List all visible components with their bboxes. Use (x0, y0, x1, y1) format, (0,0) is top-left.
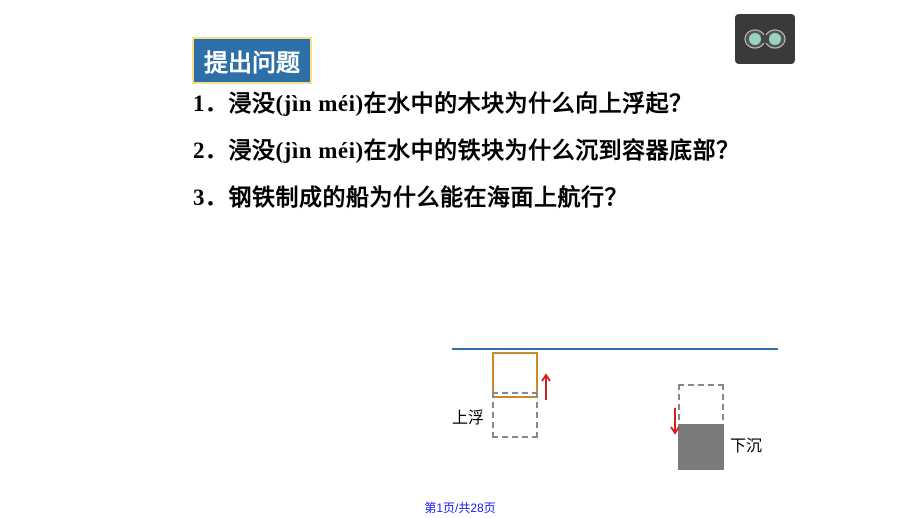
q3-text: 3．钢铁制成的船为什么能在海面上航行？ (193, 185, 628, 210)
question-1: 1．浸没(jìn méi)在水中的木块为什么向上浮起？ (170, 80, 770, 127)
water-surface-line (452, 348, 778, 350)
sink-label: 下沉 (730, 432, 762, 456)
q2-pinyin: (jìn méi) (276, 138, 364, 163)
float-label: 上浮 (452, 404, 484, 428)
float-box-initial (492, 392, 538, 438)
buoyancy-diagram: 上浮 下沉 (452, 332, 778, 492)
sink-box-final (678, 424, 724, 470)
q2-prefix: 2．浸没 (193, 138, 276, 163)
q2-suffix: 在水中的铁块为什么沉到容器底部？ (364, 138, 740, 163)
question-3: 3．钢铁制成的船为什么能在海面上航行？ (170, 174, 770, 221)
page-number: 第1页/共28页 (0, 499, 920, 516)
questions-block: 1．浸没(jìn méi)在水中的木块为什么向上浮起？ 2．浸没(jìn méi… (170, 80, 770, 221)
down-arrow-icon (670, 408, 680, 436)
section-title-badge: 提出问题 (192, 37, 312, 84)
q1-suffix: 在水中的木块为什么向上浮起？ (364, 91, 693, 116)
q1-pinyin: (jìn méi) (276, 91, 364, 116)
question-2: 2．浸没(jìn méi)在水中的铁块为什么沉到容器底部？ (170, 127, 770, 174)
q1-prefix: 1．浸没 (193, 91, 276, 116)
binoculars-icon (735, 14, 795, 64)
up-arrow-icon (541, 372, 551, 400)
